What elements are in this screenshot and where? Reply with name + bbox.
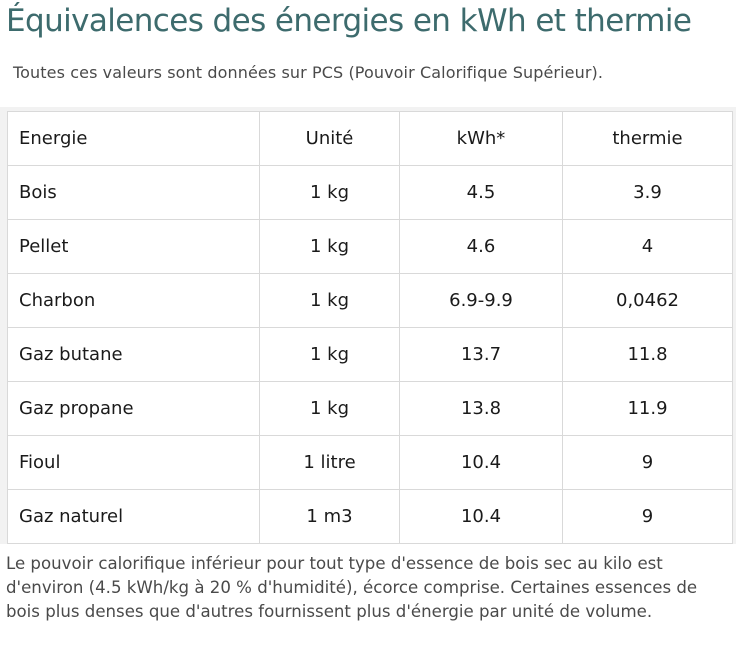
cell-kwh: 10.4 (399, 435, 563, 490)
cell-energie: Gaz butane (7, 327, 260, 382)
table-row: Charbon 1 kg 6.9-9.9 0,0462 (7, 273, 733, 328)
table-row: Pellet 1 kg 4.6 4 (7, 219, 733, 274)
page-title: Équivalences des énergies en kWh et ther… (6, 3, 692, 39)
table-header-row: Energie Unité kWh* thermie (7, 111, 733, 166)
column-header-kwh: kWh* (399, 111, 563, 166)
column-header-thermie: thermie (562, 111, 733, 166)
column-header-unite: Unité (259, 111, 400, 166)
cell-energie: Gaz propane (7, 381, 260, 436)
cell-unite: 1 kg (259, 327, 400, 382)
cell-thermie: 9 (562, 435, 733, 490)
table-row: Bois 1 kg 4.5 3.9 (7, 165, 733, 220)
footnote-text: Le pouvoir calorifique inférieur pour to… (6, 554, 698, 621)
cell-energie: Fioul (7, 435, 260, 490)
table-row: Gaz propane 1 kg 13.8 11.9 (7, 381, 733, 436)
cell-unite: 1 kg (259, 219, 400, 274)
cell-energie: Charbon (7, 273, 260, 328)
column-header-energie: Energie (7, 111, 260, 166)
energy-equivalence-table: Energie Unité kWh* thermie Bois 1 kg 4.5… (7, 111, 733, 544)
cell-unite: 1 kg (259, 381, 400, 436)
cell-thermie: 3.9 (562, 165, 733, 220)
cell-kwh: 6.9-9.9 (399, 273, 563, 328)
cell-energie: Pellet (7, 219, 260, 274)
cell-energie: Bois (7, 165, 260, 220)
cell-thermie: 9 (562, 489, 733, 544)
cell-thermie: 0,0462 (562, 273, 733, 328)
cell-thermie: 4 (562, 219, 733, 274)
cell-kwh: 4.5 (399, 165, 563, 220)
cell-thermie: 11.9 (562, 381, 733, 436)
cell-kwh: 13.7 (399, 327, 563, 382)
table-row: Gaz butane 1 kg 13.7 11.8 (7, 327, 733, 382)
cell-energie: Gaz naturel (7, 489, 260, 544)
cell-kwh: 4.6 (399, 219, 563, 274)
table-row: Gaz naturel 1 m3 10.4 9 (7, 489, 733, 544)
table-row: Fioul 1 litre 10.4 9 (7, 435, 733, 490)
cell-thermie: 11.8 (562, 327, 733, 382)
cell-unite: 1 kg (259, 165, 400, 220)
cell-unite: 1 m3 (259, 489, 400, 544)
cell-kwh: 10.4 (399, 489, 563, 544)
cell-kwh: 13.8 (399, 381, 563, 436)
cell-unite: 1 litre (259, 435, 400, 490)
cell-unite: 1 kg (259, 273, 400, 328)
page-subtitle: Toutes ces valeurs sont données sur PCS … (13, 63, 604, 82)
table-container: Energie Unité kWh* thermie Bois 1 kg 4.5… (0, 107, 736, 544)
